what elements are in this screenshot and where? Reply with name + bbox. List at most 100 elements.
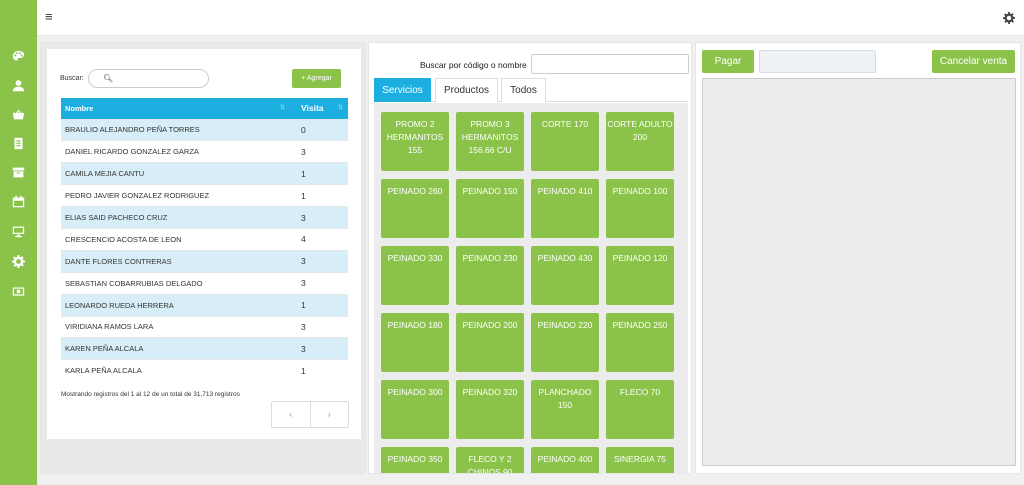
service-tile[interactable]: PEINADO 320 [456,380,524,439]
client-visits: 3 [290,271,348,295]
service-tile[interactable]: PEINADO 100 [606,179,674,238]
palette-icon[interactable] [9,47,28,66]
client-name: ELIAS SAID PACHECO CRUZ [61,206,290,229]
sort-icon: ⇅ [337,105,343,111]
client-name: VIRIDIANA RAMOS LARA [61,315,290,338]
service-tile[interactable]: PEINADO 260 [381,179,449,238]
service-tile[interactable]: SINERGIA 75 [606,447,674,473]
client-visits: 3 [290,337,348,360]
product-search-label: Buscar por código o nombre [420,60,527,70]
product-tabs: Servicios Productos Todos [374,78,688,102]
service-tile[interactable]: PLANCHADO 150 [531,380,599,439]
sort-icon: ⇅ [279,105,285,111]
id-card-icon[interactable] [9,134,28,153]
basket-icon[interactable] [9,105,28,124]
table-row[interactable]: PEDRO JAVIER GONZALEZ RODRIGUEZ 1 [61,184,348,207]
client-visits: 4 [290,227,348,251]
service-tile[interactable]: PEINADO 330 [381,246,449,305]
next-page-button[interactable]: › [327,410,331,419]
client-name: BRAULIO ALEJANDRO PEÑA TORRES [61,118,290,141]
menu-icon[interactable]: ≡ [45,9,53,24]
tab-productos[interactable]: Productos [435,78,498,102]
client-search-input[interactable]: 🔍︎ [88,69,209,88]
product-search-input[interactable] [531,54,689,74]
client-name: KARLA PEÑA ALCALA [61,359,290,382]
service-tile[interactable]: PEINADO 400 [531,447,599,473]
amount-field[interactable] [759,50,876,73]
table-row[interactable]: BRAULIO ALEJANDRO PEÑA TORRES 0 [61,118,348,141]
service-tile[interactable]: CORTE ADULTO 200 [606,112,674,171]
table-row[interactable]: CAMILA MEJIA CANTU 1 [61,162,348,185]
sale-panel: Pagar Cancelar venta [695,42,1021,474]
user-icon[interactable] [9,76,28,95]
client-visits: 3 [290,140,348,163]
client-name: PEDRO JAVIER GONZALEZ RODRIGUEZ [61,184,290,207]
table-row[interactable]: DANIEL RICARDO GONZALEZ GARZA 3 [61,140,348,163]
service-tile[interactable]: PEINADO 250 [606,313,674,372]
client-name: SEBASTIAN COBARRUBIAS DELGADO [61,271,290,295]
service-tile[interactable]: PEINADO 430 [531,246,599,305]
client-visits: 3 [290,249,348,273]
client-visits: 1 [290,184,348,207]
client-name: CRESCENCIO ACOSTA DE LEON [61,227,290,251]
clients-table: Nombre ⇅ Visita ⇅ BRAULIO ALEJANDRO PEÑA T… [61,98,348,382]
client-name: DANTE FLORES CONTRERAS [61,249,290,273]
table-row[interactable]: SEBASTIAN COBARRUBIAS DELGADO 3 [61,271,348,295]
service-tile[interactable]: CORTE 170 [531,112,599,171]
table-row[interactable]: DANTE FLORES CONTRERAS 3 [61,249,348,273]
service-tile[interactable]: PEINADO 230 [456,246,524,305]
service-tile[interactable]: PEINADO 300 [381,380,449,439]
service-tile[interactable]: PEINADO 200 [456,313,524,372]
client-visits: 0 [290,118,348,141]
search-icon: 🔍︎ [103,74,114,83]
clients-card: Buscar: 🔍︎ + Agregar Nombre ⇅ Visita ⇅ BRA… [47,49,361,439]
table-row[interactable]: ELIAS SAID PACHECO CRUZ 3 [61,206,348,229]
table-row[interactable]: CRESCENCIO ACOSTA DE LEON 4 [61,227,348,251]
table-row[interactable]: LEONARDO RUEDA HERRERA 1 [61,293,348,317]
client-name: LEONARDO RUEDA HERRERA [61,293,290,317]
column-header-visits[interactable]: Visita ⇅ [290,98,348,119]
table-row[interactable]: VIRIDIANA RAMOS LARA 3 [61,315,348,338]
cart-area [702,78,1016,466]
products-panel: Buscar por código o nombre Servicios Pro… [368,42,692,474]
table-row[interactable]: KARLA PEÑA ALCALA 1 [61,359,348,382]
service-tile[interactable]: PEINADO 220 [531,313,599,372]
pay-button[interactable]: Pagar [702,50,754,73]
cancel-sale-button[interactable]: Cancelar venta [932,50,1015,73]
service-tile[interactable]: PEINADO 350 [381,447,449,473]
settings-icon[interactable] [9,252,28,271]
client-visits: 1 [290,293,348,317]
calendar-icon[interactable] [9,192,28,211]
sidebar [0,0,37,485]
client-name: CAMILA MEJIA CANTU [61,162,290,185]
gear-icon[interactable] [1003,11,1015,24]
service-tile[interactable]: FLECO 70 [606,380,674,439]
records-info: Mostrando registros del 1 al 12 de un to… [61,391,240,398]
monitor-icon[interactable] [9,222,28,241]
service-tile[interactable]: PROMO 2 HERMANITOS 155 [381,112,449,171]
service-tile[interactable]: PEINADO 120 [606,246,674,305]
prev-page-button[interactable]: ‹ [272,402,311,427]
client-visits: 1 [290,162,348,185]
service-tile[interactable]: PEINADO 180 [381,313,449,372]
clients-panel: Buscar: 🔍︎ + Agregar Nombre ⇅ Visita ⇅ BRA… [40,42,366,474]
top-bar: ≡ [37,0,1024,36]
column-header-name[interactable]: Nombre ⇅ [61,98,290,119]
client-visits: 3 [290,206,348,229]
search-label: Buscar: [60,75,84,82]
service-tile[interactable]: FLECO Y 2 CHINOS 90 [456,447,524,473]
client-name: KAREN PEÑA ALCALA [61,337,290,360]
services-grid: PROMO 2 HERMANITOS 155 PROMO 3 HERMANITOS… [374,103,688,473]
service-tile[interactable]: PEINADO 150 [456,179,524,238]
tab-todos[interactable]: Todos [501,78,546,102]
pagination: ‹ › [271,401,349,428]
table-row[interactable]: KAREN PEÑA ALCALA 3 [61,337,348,360]
service-tile[interactable]: PEINADO 410 [531,179,599,238]
money-icon[interactable] [9,282,28,301]
service-tile[interactable]: PROMO 3 HERMANITOS 156.66 C/U [456,112,524,171]
client-visits: 3 [290,315,348,338]
archive-icon[interactable] [9,163,28,182]
tab-servicios[interactable]: Servicios [374,78,431,102]
client-visits: 1 [290,359,348,382]
add-client-button[interactable]: + Agregar [292,69,341,88]
